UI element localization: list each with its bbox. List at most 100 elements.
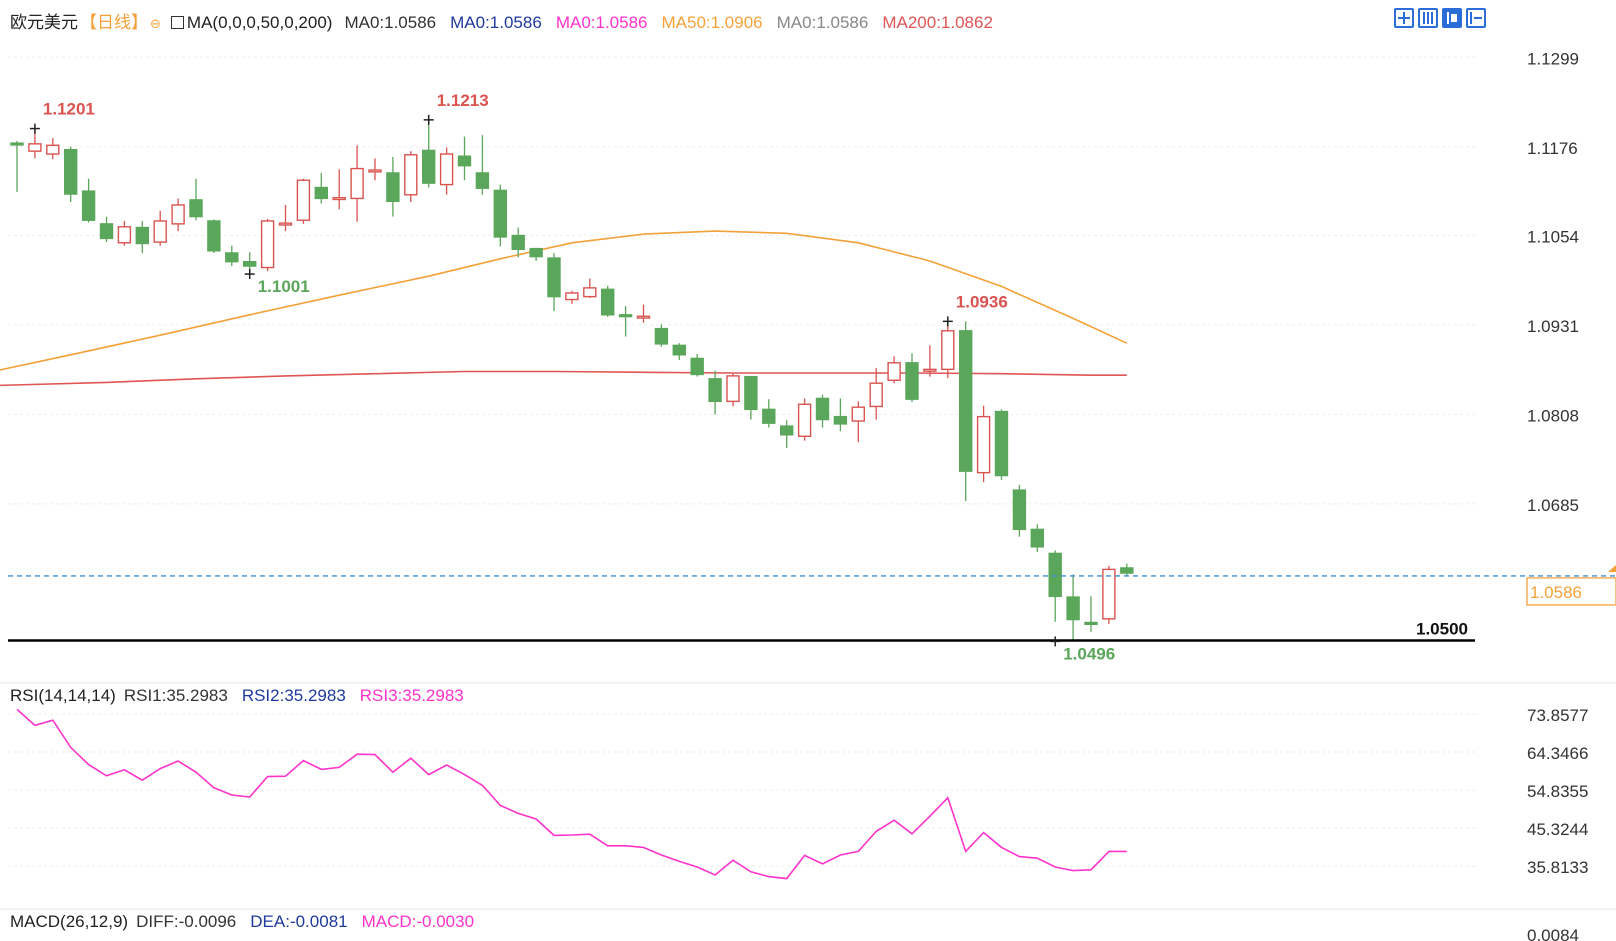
- y-tick-label: 1.0931: [1527, 317, 1579, 336]
- candle: [1084, 621, 1098, 625]
- extreme-label: 1.1201: [43, 100, 95, 119]
- current-price-box: [1526, 577, 1616, 606]
- play-icon[interactable]: [1442, 8, 1462, 28]
- candle: [404, 154, 418, 196]
- candle: [887, 362, 901, 381]
- y-tick-label: 1.1054: [1527, 228, 1579, 247]
- candle: [1030, 528, 1045, 548]
- rsi-tick-label: 45.3244: [1527, 820, 1588, 839]
- candle: [278, 222, 293, 226]
- candle: [672, 344, 686, 356]
- ma-title: MA(0,0,0,50,0,200): [186, 13, 333, 32]
- candle: [314, 186, 328, 200]
- ma-indicator-icon[interactable]: [170, 16, 184, 29]
- macd-header: MACD(26,12,9) DIFF:-0.0096 DEA:-0.0081 MACD…: [10, 912, 488, 932]
- rsi-title: RSI(14,14,14): [10, 686, 116, 705]
- candle: [386, 172, 400, 203]
- candle: [225, 252, 239, 263]
- ma-value: MA0:1.0586: [555, 13, 648, 32]
- candle: [565, 292, 579, 301]
- period-settings-icon[interactable]: ⊖: [150, 16, 161, 31]
- candle: [654, 327, 669, 345]
- ma-value: MA200:1.0862: [882, 13, 993, 32]
- ma200-line: [0, 370, 1127, 387]
- candle: [923, 368, 937, 372]
- rsi-tick-label: 35.8133: [1527, 858, 1588, 877]
- candle: [690, 357, 704, 376]
- extreme-label: 1.0496: [1063, 644, 1115, 663]
- candle: [780, 425, 794, 436]
- y-tick-label: 1.1176: [1527, 139, 1578, 158]
- candle: [350, 167, 364, 200]
- expand-icon[interactable]: [1394, 8, 1414, 28]
- symbol-label: 欧元美元: [10, 13, 78, 32]
- rsi-value: RSI1:35.2983: [123, 686, 228, 705]
- candle: [117, 226, 132, 244]
- macd-tick-label: 0.0084: [1527, 926, 1579, 941]
- candle: [296, 179, 311, 221]
- extreme-label: 1.1213: [437, 91, 489, 110]
- candle: [511, 234, 525, 251]
- exit-icon[interactable]: [1466, 8, 1486, 28]
- candle: [601, 288, 615, 316]
- rsi-value: RSI3:35.2983: [359, 686, 464, 705]
- rsi-line: [16, 708, 1127, 880]
- candle: [815, 397, 830, 421]
- ma50-line: [0, 230, 1128, 371]
- candle: [171, 204, 185, 225]
- candle: [46, 144, 60, 155]
- period-label[interactable]: 【日线】: [80, 13, 148, 32]
- candle: [493, 189, 507, 238]
- candle: [1102, 568, 1116, 620]
- support-label: 1.0500: [1416, 620, 1468, 639]
- candle: [28, 143, 42, 152]
- candle: [242, 260, 257, 267]
- candle: [457, 155, 472, 167]
- candle: [941, 330, 955, 371]
- y-tick-label: 1.1299: [1527, 49, 1579, 68]
- candle: [332, 196, 346, 201]
- macd-value: DEA:-0.0081: [250, 912, 348, 931]
- candle: [797, 403, 812, 437]
- macd-value: DIFF:-0.0096: [136, 912, 237, 931]
- candle: [1012, 489, 1027, 531]
- rsi-tick-label: 54.8355: [1527, 782, 1588, 801]
- candle: [636, 315, 651, 319]
- candle: [547, 257, 561, 298]
- ma-value: MA50:1.0906: [661, 13, 763, 32]
- y-tick-label: 1.0685: [1527, 496, 1579, 515]
- macd-value: MACD:-0.0030: [361, 912, 475, 931]
- candle: [529, 247, 543, 258]
- macd-title: MACD(26,12,9): [10, 912, 129, 931]
- candle: [726, 375, 740, 403]
- candle: [189, 199, 203, 218]
- candle: [708, 378, 722, 403]
- candle: [869, 382, 883, 408]
- extreme-label: 1.0936: [956, 292, 1008, 311]
- candle: [833, 415, 848, 425]
- candle: [744, 375, 758, 411]
- candle: [851, 406, 865, 422]
- candle: [63, 148, 78, 195]
- rsi-value: RSI2:35.2983: [241, 686, 346, 705]
- candle: [1048, 552, 1062, 598]
- candle: [583, 287, 597, 298]
- rsi-tick-label: 73.8577: [1527, 706, 1588, 725]
- columns-icon[interactable]: [1418, 8, 1438, 28]
- y-tick-label: 1.0808: [1527, 406, 1579, 425]
- ma-value: MA0:1.0586: [450, 13, 542, 32]
- candle: [153, 220, 167, 243]
- main-chart-header: 欧元美元 【日线】 ⊖ MA(0,0,0,50,0,200) MA0:1.0586 MA0…: [10, 8, 1007, 33]
- current-price-label: 1.0586: [1530, 583, 1582, 602]
- candle: [905, 362, 919, 400]
- candle: [439, 153, 454, 186]
- candle: [994, 410, 1009, 477]
- candle: [1066, 596, 1080, 621]
- candle: [959, 330, 973, 472]
- rsi-tick-label: 64.3466: [1527, 744, 1588, 763]
- candle: [207, 220, 221, 252]
- candle: [762, 408, 776, 424]
- candle: [976, 415, 991, 474]
- candle: [475, 172, 490, 189]
